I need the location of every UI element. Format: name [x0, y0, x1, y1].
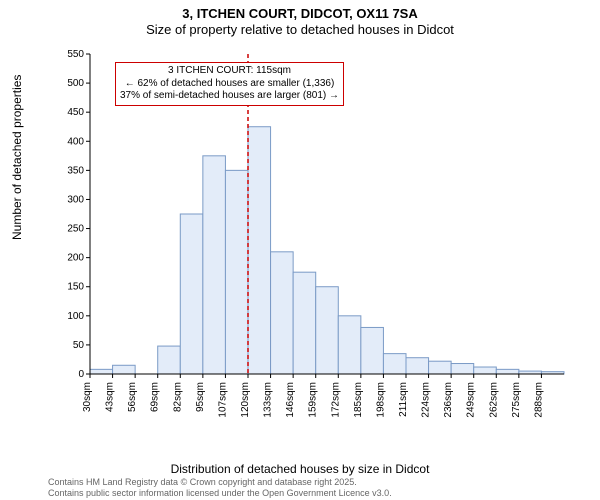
svg-text:150: 150 [67, 282, 84, 293]
svg-text:350: 350 [67, 165, 84, 176]
svg-text:100: 100 [67, 311, 84, 322]
svg-text:224sqm: 224sqm [421, 382, 432, 418]
svg-text:43sqm: 43sqm [105, 382, 116, 412]
chart-title-block: 3, ITCHEN COURT, DIDCOT, OX11 7SA Size o… [0, 0, 600, 37]
svg-text:69sqm: 69sqm [150, 382, 161, 412]
svg-text:250: 250 [67, 224, 84, 235]
svg-text:133sqm: 133sqm [263, 382, 274, 418]
chart-area: 0 50 100 150 200 250 300 350 400 450 500 550 30sqm 43… [60, 48, 570, 434]
svg-text:159sqm: 159sqm [308, 382, 319, 418]
svg-text:300: 300 [67, 194, 84, 205]
svg-text:262sqm: 262sqm [488, 382, 499, 418]
svg-text:211sqm: 211sqm [398, 382, 409, 417]
svg-text:56sqm: 56sqm [127, 382, 138, 412]
svg-text:400: 400 [67, 136, 84, 147]
callout-line3: 37% of semi-detached houses are larger (… [120, 90, 339, 103]
svg-text:198sqm: 198sqm [375, 382, 386, 418]
svg-text:275sqm: 275sqm [511, 382, 522, 418]
svg-text:172sqm: 172sqm [330, 382, 341, 418]
y-axis-label: Number of detached properties [10, 75, 24, 240]
histogram-plot: 0 50 100 150 200 250 300 350 400 450 500 550 30sqm 43… [60, 48, 570, 434]
svg-text:82sqm: 82sqm [172, 382, 183, 412]
chart-title-line2: Size of property relative to detached ho… [0, 22, 600, 37]
svg-text:146sqm: 146sqm [285, 382, 296, 418]
svg-text:50: 50 [73, 340, 85, 351]
callout-line1: 3 ITCHEN COURT: 115sqm [120, 65, 339, 78]
svg-text:95sqm: 95sqm [195, 382, 206, 412]
svg-text:236sqm: 236sqm [443, 382, 454, 418]
footer-line1: Contains HM Land Registry data © Crown c… [48, 477, 392, 487]
svg-text:200: 200 [67, 253, 84, 264]
svg-text:450: 450 [67, 107, 84, 118]
svg-text:550: 550 [67, 49, 84, 60]
chart-footer: Contains HM Land Registry data © Crown c… [48, 477, 392, 498]
svg-text:0: 0 [78, 369, 84, 380]
callout-line2: ← 62% of detached houses are smaller (1,… [120, 78, 339, 91]
property-callout-box: 3 ITCHEN COURT: 115sqm ← 62% of detached… [115, 62, 344, 106]
svg-text:500: 500 [67, 78, 84, 89]
svg-text:249sqm: 249sqm [466, 382, 477, 418]
chart-title-line1: 3, ITCHEN COURT, DIDCOT, OX11 7SA [0, 6, 600, 21]
svg-text:107sqm: 107sqm [217, 382, 228, 418]
svg-text:120sqm: 120sqm [240, 382, 251, 418]
svg-text:185sqm: 185sqm [353, 382, 364, 418]
svg-text:288sqm: 288sqm [533, 382, 544, 418]
svg-text:30sqm: 30sqm [82, 382, 93, 412]
x-axis-label: Distribution of detached houses by size … [0, 462, 600, 476]
footer-line2: Contains public sector information licen… [48, 488, 392, 498]
